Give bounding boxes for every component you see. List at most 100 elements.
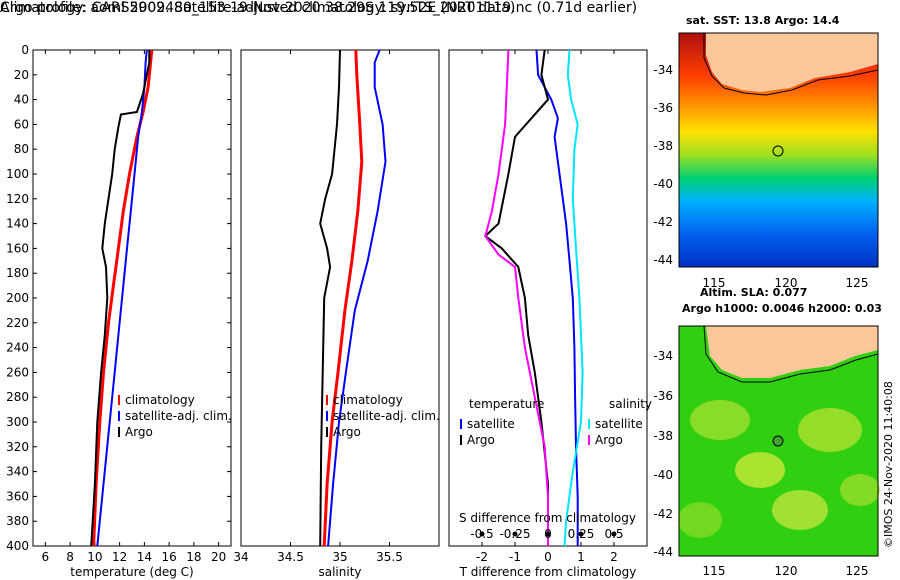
legend-label: climatology <box>125 393 195 407</box>
legend-title-salinity: salinity <box>609 397 652 411</box>
x-tick-label: -1 <box>509 550 521 564</box>
depth-tick-label: 280 <box>6 390 29 404</box>
x-tick-label: 2 <box>610 550 618 564</box>
sla-xtick: 115 <box>703 564 726 578</box>
sla-x-ticks: 115 120 125 <box>703 564 869 578</box>
depth-tick-label: 200 <box>6 291 29 305</box>
sst-coastline <box>703 33 879 96</box>
difference-panel: -2 -1 0 1 2T difference from climatology temp… <box>448 49 652 579</box>
legend-title-temperature: temperature <box>469 397 544 411</box>
depth-tick-label: 160 <box>6 241 29 255</box>
series-line-satellite-adj-clim- <box>327 49 387 547</box>
temperature-panel: 0 20 40 60 80 100 120 140 160 180 200 220 240 260 280 3… <box>6 43 232 579</box>
depth-tick-label: 60 <box>14 117 29 131</box>
depth-tick-label: 180 <box>6 266 29 280</box>
legend-label: Argo <box>333 425 361 439</box>
x-tick-label: 10 <box>87 550 102 564</box>
sst-y-ticks: -34 -36 -38 -40 -42 -44 <box>653 63 673 267</box>
legend-label: Argo <box>125 425 153 439</box>
climatology-title: Climatology: CARS2009. Satellite-adjuste… <box>0 0 638 16</box>
x-tick-label: 34.5 <box>277 550 304 564</box>
series-line-t-argo <box>483 49 550 546</box>
x-axis-label: salinity <box>318 565 361 579</box>
depth-tick-label: 360 <box>6 489 29 503</box>
sst-map-title: sat. SST: 13.8 Argo: 14.4 <box>686 14 840 27</box>
x-tick-label: 35 <box>332 550 347 564</box>
depth-tick-label: 0 <box>21 43 29 57</box>
sla-ytick: -40 <box>653 468 673 482</box>
sst-x-ticks: 115 120 125 <box>703 276 869 290</box>
series-line-s-satellite <box>563 49 584 547</box>
x2-tick-dot <box>578 531 584 537</box>
series-line-t-satellite <box>535 49 579 546</box>
depth-tick-label: 260 <box>6 365 29 379</box>
depth-tick-label: 40 <box>14 93 29 107</box>
sla-ytick: -42 <box>653 507 673 521</box>
depth-tick-label: 380 <box>6 514 29 528</box>
x2-tick-dot <box>512 531 518 537</box>
x-tick-label: 8 <box>66 550 74 564</box>
depth-tick-label: 300 <box>6 415 29 429</box>
depth-tick-label: 220 <box>6 316 29 330</box>
sla-land <box>706 326 878 378</box>
depth-tick-label: 100 <box>6 167 29 181</box>
sst-xtick: 120 <box>775 276 798 290</box>
sla-ytick: -36 <box>653 389 673 403</box>
main-title: Argo profile: aoml 5902480_153 19-Nov-20… <box>0 0 516 16</box>
sla-ytick: -38 <box>653 429 673 443</box>
x-tick-label: 34 <box>233 550 248 564</box>
x-tick-label: 20 <box>211 550 226 564</box>
sst-ytick: -42 <box>653 215 673 229</box>
sst-ytick: -36 <box>653 101 673 115</box>
sla-xtick: 125 <box>846 564 869 578</box>
x2-axis-label: S difference from climatology <box>459 511 636 525</box>
sla-xtick: 120 <box>775 564 798 578</box>
sst-xtick: 115 <box>703 276 726 290</box>
x2-tick-dot <box>479 531 485 537</box>
series-line-argo <box>90 50 151 547</box>
legend-label: satellite <box>467 417 515 431</box>
sst-xtick: 125 <box>846 276 869 290</box>
x-tick-label: 0 <box>544 550 552 564</box>
sst-ytick: -34 <box>653 63 673 77</box>
sst-ytick: -44 <box>653 253 673 267</box>
depth-tick-label: 340 <box>6 465 29 479</box>
depth-tick-label: 240 <box>6 341 29 355</box>
depth-tick-label: 120 <box>6 192 29 206</box>
depth-tick-label: 320 <box>6 440 29 454</box>
x-tick-label: 14 <box>137 550 152 564</box>
legend-label: satellite <box>595 417 643 431</box>
x-tick-label: -2 <box>476 550 488 564</box>
x-tick-label: 16 <box>161 550 176 564</box>
sst-map <box>678 32 879 268</box>
sst-ytick: -38 <box>653 139 673 153</box>
x2-tick-dot <box>545 531 551 537</box>
legend-label: satellite-adj. clim. <box>125 409 232 423</box>
x-tick-label: 1 <box>577 550 585 564</box>
sla-y-ticks: -34 -36 -38 -40 -42 -44 <box>653 349 673 559</box>
sla-map-title-2: Argo h1000: 0.0046 h2000: 0.03 <box>682 302 882 315</box>
salinity-panel: 34 34.5 35 35.5 salinity climatology satellite… <box>233 49 440 579</box>
series-line-s-argo <box>484 49 549 546</box>
sst-argo-marker <box>772 145 784 157</box>
x-axis-label: T difference from climatology <box>459 565 637 579</box>
x-tick-label: 18 <box>186 550 201 564</box>
x2-tick-dot <box>611 531 617 537</box>
legend-label: Argo <box>467 433 495 447</box>
sst-ytick: -40 <box>653 177 673 191</box>
sla-map-title-1: Altim. SLA: 0.077 <box>700 286 807 299</box>
sla-map <box>678 325 880 557</box>
depth-tick-label: 400 <box>6 539 29 553</box>
depth-tick-label: 140 <box>6 217 29 231</box>
legend-label: climatology <box>333 393 403 407</box>
credit-text: ©IMOS 24-Nov-2020 11:40:08 <box>882 381 895 548</box>
x-tick-label: 35.5 <box>376 550 403 564</box>
x-tick-label: 6 <box>42 550 50 564</box>
x-tick-label: 12 <box>112 550 127 564</box>
legend-label: Argo <box>595 433 623 447</box>
sla-coastline <box>703 325 879 383</box>
series-line-climatology <box>92 49 154 547</box>
series-line-climatology <box>322 49 364 547</box>
sla-argo-marker <box>772 435 784 447</box>
